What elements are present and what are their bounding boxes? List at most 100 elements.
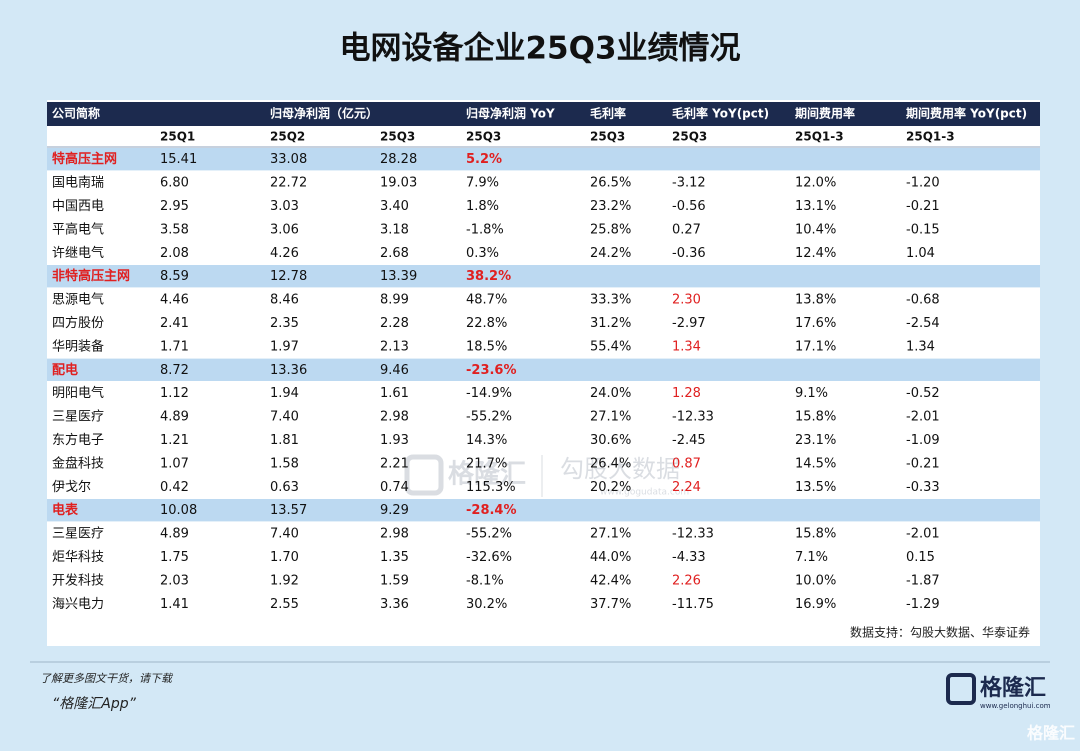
cell: 2.95 xyxy=(160,199,189,214)
row-label: 伊戈尔 xyxy=(52,480,91,495)
cell: 7.1% xyxy=(795,550,828,565)
cell: -2.01 xyxy=(906,410,940,425)
cell: 1.41 xyxy=(160,597,189,612)
row-label: 平高电气 xyxy=(52,221,104,237)
header-cell: 归母净利润 YoY xyxy=(466,106,555,121)
cell: -23.6% xyxy=(466,363,517,378)
cell: -1.09 xyxy=(906,433,940,448)
cell: 2.28 xyxy=(380,316,409,331)
cell: 14.5% xyxy=(795,456,836,471)
cell: 1.21 xyxy=(160,433,189,448)
logo-url: www.gelonghui.com xyxy=(980,702,1051,710)
cell: 13.36 xyxy=(270,363,307,378)
header-cell: 归母净利润（亿元） xyxy=(270,106,378,121)
cell: 0.3% xyxy=(466,246,499,261)
cell: 37.7% xyxy=(590,597,631,612)
cell: 10.08 xyxy=(160,503,197,518)
cell: 1.71 xyxy=(160,339,189,354)
header-cell: 毛利率 YoY(pct) xyxy=(672,106,769,121)
cell: 15.41 xyxy=(160,152,197,167)
cell: 1.34 xyxy=(672,339,701,354)
group-row-bg xyxy=(47,499,1040,522)
cell: 23.1% xyxy=(795,433,836,448)
cell: 27.1% xyxy=(590,527,631,542)
row-label: 海兴电力 xyxy=(52,597,104,612)
group-row-bg xyxy=(47,148,1040,171)
cell: 44.0% xyxy=(590,550,631,565)
cell: 3.06 xyxy=(270,222,299,237)
group-row-bg xyxy=(47,358,1040,381)
row-label: 三星医疗 xyxy=(52,410,104,425)
cell: 1.04 xyxy=(906,246,935,261)
cell: 24.0% xyxy=(590,386,631,401)
cell: 17.1% xyxy=(795,339,836,354)
cell: 2.08 xyxy=(160,246,189,261)
cell: 8.99 xyxy=(380,293,409,308)
subheader-cell: 25Q2 xyxy=(270,130,305,144)
title: 电网设备企业25Q3业绩情况 xyxy=(339,31,740,67)
row-label: 许继电气 xyxy=(52,245,104,261)
cell: 2.98 xyxy=(380,410,409,425)
cell: 0.74 xyxy=(380,480,409,495)
cell: 2.24 xyxy=(672,480,701,495)
cell: 2.21 xyxy=(380,456,409,471)
cell: -1.29 xyxy=(906,597,940,612)
cell: 2.13 xyxy=(380,339,409,354)
cell: 1.35 xyxy=(380,550,409,565)
cell: 9.46 xyxy=(380,363,409,378)
cell: 1.58 xyxy=(270,456,299,471)
cell: -4.33 xyxy=(672,550,706,565)
row-label: 开发科技 xyxy=(52,572,104,588)
cell: 115.3% xyxy=(466,480,516,495)
cell: -3.12 xyxy=(672,176,706,191)
watermark-icon xyxy=(404,454,444,496)
cell: 22.72 xyxy=(270,176,307,191)
cell: 16.9% xyxy=(795,597,836,612)
cell: 33.3% xyxy=(590,293,631,308)
cell: 3.18 xyxy=(380,222,409,237)
cell: 38.2% xyxy=(466,269,511,284)
cell: 9.29 xyxy=(380,503,409,518)
cell: 18.5% xyxy=(466,339,507,354)
cell: 13.39 xyxy=(380,269,417,284)
row-label: 炬华科技 xyxy=(52,550,104,565)
cell: 0.87 xyxy=(672,456,701,471)
cell: 2.55 xyxy=(270,597,299,612)
cell: 1.93 xyxy=(380,433,409,448)
cell: 1.12 xyxy=(160,386,189,401)
cell: 8.72 xyxy=(160,363,189,378)
cell: 0.42 xyxy=(160,480,189,495)
cell: -11.75 xyxy=(672,597,714,612)
header-cell: 期间费用率 xyxy=(795,106,855,121)
row-label: 配电 xyxy=(52,362,78,378)
cell: -2.01 xyxy=(906,527,940,542)
cell: 1.28 xyxy=(672,386,701,401)
cell: 7.9% xyxy=(466,176,499,191)
cell: -0.68 xyxy=(906,293,940,308)
cell: 14.3% xyxy=(466,433,507,448)
cell: 7.40 xyxy=(270,527,299,542)
cell: 12.78 xyxy=(270,269,307,284)
cell: 2.41 xyxy=(160,316,189,331)
subheader-cell: 25Q1-3 xyxy=(795,130,844,144)
cell: -2.97 xyxy=(672,316,706,331)
row-label: 三星医疗 xyxy=(52,527,104,542)
cell: 1.92 xyxy=(270,573,299,588)
cell: 2.68 xyxy=(380,246,409,261)
cell: 23.2% xyxy=(590,199,631,214)
cell: 2.35 xyxy=(270,316,299,331)
cell: -2.54 xyxy=(906,316,940,331)
cell: 13.5% xyxy=(795,480,836,495)
cell: 10.0% xyxy=(795,573,836,588)
cell: 25.8% xyxy=(590,222,631,237)
cell: 2.03 xyxy=(160,573,189,588)
cell: 5.2% xyxy=(466,152,502,167)
cell: 4.26 xyxy=(270,246,299,261)
row-label: 东方电子 xyxy=(52,432,104,448)
cell: 13.8% xyxy=(795,293,836,308)
cell: -0.21 xyxy=(906,456,940,471)
watermark-brand: 格隆汇 xyxy=(448,459,526,490)
cell: 30.2% xyxy=(466,597,507,612)
cell: -0.15 xyxy=(906,222,940,237)
